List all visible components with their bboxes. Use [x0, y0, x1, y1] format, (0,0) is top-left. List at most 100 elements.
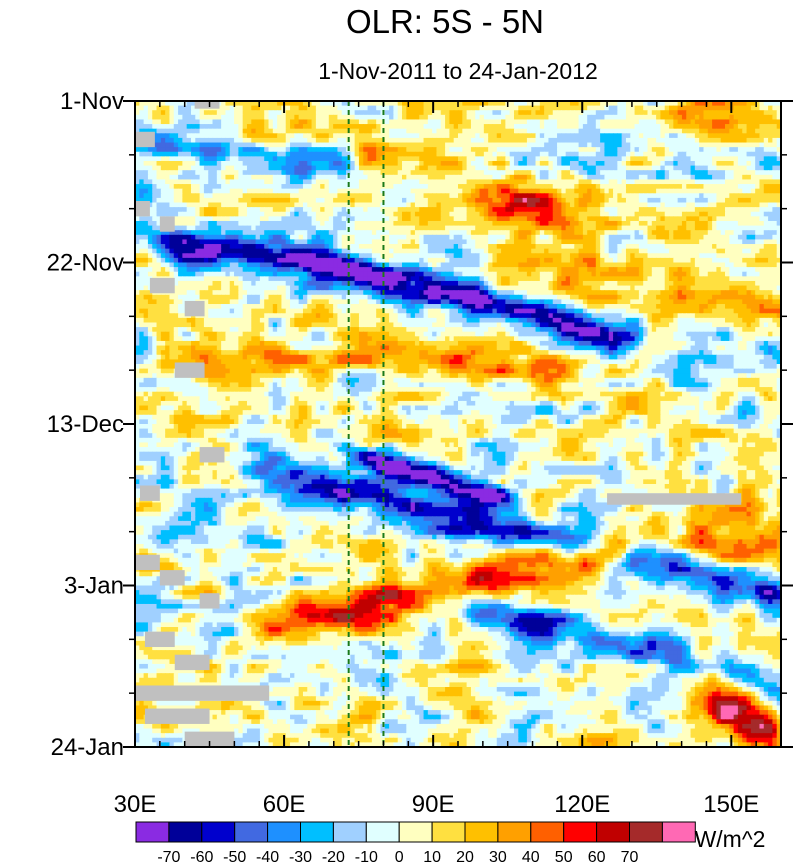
heatmap-cell: [496, 101, 502, 107]
heatmap-cell: [277, 207, 283, 213]
heatmap-cell: [427, 216, 433, 222]
heatmap-cell: [526, 147, 532, 153]
heatmap-cell: [384, 202, 390, 208]
heatmap-cell: [617, 165, 623, 171]
heatmap-cell: [367, 114, 373, 121]
heatmap-cell: [544, 160, 550, 167]
heatmap-cell: [578, 101, 584, 107]
heatmap-cell: [768, 101, 773, 107]
heatmap-cell: [453, 220, 459, 227]
heatmap-cell: [259, 188, 265, 194]
heatmap-cell: [195, 202, 201, 208]
heatmap-cell: [699, 248, 705, 254]
heatmap-cell: [285, 230, 291, 236]
heatmap-cell: [165, 156, 171, 162]
heatmap-cell: [311, 253, 317, 259]
heatmap-cell: [178, 156, 183, 162]
heatmap-cell: [195, 216, 201, 222]
heatmap-cell: [182, 253, 188, 259]
heatmap-cell: [591, 220, 597, 227]
heatmap-cell: [569, 160, 575, 167]
heatmap-cell: [759, 151, 765, 157]
heatmap-cell: [393, 110, 399, 116]
heatmap-cell: [414, 193, 420, 199]
heatmap-cell: [759, 207, 765, 213]
heatmap-cell: [255, 239, 261, 245]
heatmap-cell: [531, 156, 537, 162]
heatmap-cell: [173, 174, 179, 181]
heatmap-cell: [285, 188, 291, 194]
heatmap-cell: [376, 156, 382, 162]
heatmap-cell: [182, 207, 188, 213]
heatmap-cell: [535, 114, 541, 121]
heatmap-cell: [406, 165, 412, 171]
heatmap-cell: [643, 170, 649, 176]
heatmap-cell: [173, 220, 179, 227]
heatmap-cell: [242, 211, 248, 217]
heatmap-cell: [625, 165, 631, 171]
heatmap-cell: [548, 193, 554, 199]
heatmap-cell: [669, 110, 674, 116]
heatmap-cell: [380, 114, 386, 121]
heatmap-cell: [216, 170, 222, 176]
heatmap-cell: [660, 110, 666, 116]
heatmap-cell: [371, 114, 377, 121]
heatmap-cell: [669, 220, 674, 227]
heatmap-cell: [587, 188, 593, 194]
heatmap-cell: [458, 220, 463, 227]
heatmap-cell: [750, 124, 756, 130]
heatmap-cell: [737, 105, 743, 111]
heatmap-cell: [264, 142, 270, 148]
heatmap-cell: [703, 184, 709, 190]
heatmap-cell: [216, 147, 222, 153]
heatmap-cell: [759, 211, 765, 217]
heatmap-cell: [406, 174, 412, 181]
heatmap-cell: [647, 160, 653, 167]
heatmap-cell: [750, 119, 756, 125]
heatmap-cell: [513, 114, 519, 121]
heatmap-cell: [531, 105, 537, 111]
heatmap-cell: [673, 137, 679, 144]
heatmap-cell: [574, 174, 580, 181]
heatmap-cell: [302, 147, 308, 153]
heatmap-cell: [604, 119, 610, 125]
heatmap-cell: [350, 193, 356, 199]
heatmap-cell: [664, 202, 670, 208]
heatmap-cell: [703, 174, 709, 181]
heatmap-cell: [294, 142, 300, 148]
heatmap-cell: [544, 211, 550, 217]
heatmap-cell: [526, 128, 532, 134]
heatmap-cell: [729, 133, 735, 139]
heatmap-cell: [277, 170, 283, 176]
heatmap-cell: [143, 220, 149, 227]
heatmap-cell: [729, 207, 735, 213]
heatmap-cell: [302, 156, 308, 162]
heatmap-cell: [582, 179, 588, 185]
heatmap-cell: [160, 230, 166, 236]
heatmap-cell: [613, 156, 618, 162]
heatmap-cell: [406, 220, 412, 227]
heatmap-cell: [737, 133, 743, 139]
heatmap-cell: [246, 174, 252, 181]
heatmap-cell: [707, 193, 713, 199]
heatmap-cell: [281, 202, 287, 208]
heatmap-cell: [208, 174, 214, 181]
heatmap-cell: [535, 244, 541, 250]
heatmap-cell: [169, 110, 175, 116]
heatmap-cell: [613, 188, 618, 194]
heatmap-cell: [178, 239, 183, 245]
heatmap-cell: [311, 244, 317, 250]
heatmap-cell: [686, 230, 692, 236]
heatmap-cell: [182, 124, 188, 130]
heatmap-cell: [147, 174, 153, 181]
heatmap-cell: [673, 202, 679, 208]
heatmap-cell: [440, 114, 446, 121]
heatmap-cell: [419, 170, 425, 176]
heatmap-cell: [363, 101, 369, 107]
heatmap-cell: [552, 114, 558, 121]
heatmap-cell: [651, 114, 657, 121]
heatmap-cell: [410, 114, 416, 121]
heatmap-cell: [501, 156, 506, 162]
heatmap-cell: [483, 124, 489, 130]
heatmap-cell: [143, 110, 149, 116]
